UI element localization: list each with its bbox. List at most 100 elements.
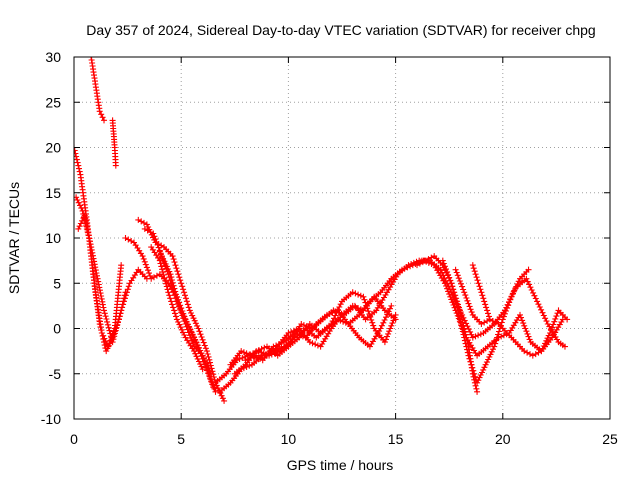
data-point <box>119 304 126 311</box>
data-point <box>484 307 491 314</box>
data-point <box>92 267 99 274</box>
series-line <box>416 255 478 393</box>
data-point <box>476 374 483 381</box>
data-point <box>183 295 189 302</box>
data-point <box>185 304 192 311</box>
data-point <box>455 310 462 317</box>
data-point <box>467 328 474 335</box>
data-point <box>503 308 509 314</box>
data-point <box>462 292 469 299</box>
data-point <box>515 278 522 285</box>
data-point <box>163 283 170 290</box>
data-point <box>170 286 177 293</box>
data-point <box>74 147 78 154</box>
data-point <box>170 304 177 311</box>
data-point <box>192 350 199 357</box>
data-point <box>167 295 174 302</box>
data-point <box>454 307 461 314</box>
data-point <box>125 283 132 290</box>
data-point <box>206 356 213 363</box>
data-point <box>74 150 79 157</box>
data-point <box>194 322 201 329</box>
data-point <box>440 260 447 267</box>
data-point <box>550 321 557 328</box>
data-point <box>154 241 161 248</box>
data-point <box>183 298 190 305</box>
y-tick-label: 20 <box>45 140 61 156</box>
data-point <box>476 283 483 290</box>
data-point <box>95 278 102 285</box>
data-point <box>527 284 534 291</box>
data-point <box>527 351 533 358</box>
y-axis-tick-labels: -10 -5 0 5 10 15 20 25 30 <box>41 49 61 427</box>
data-point <box>257 356 263 362</box>
data-point <box>293 326 300 333</box>
data-point <box>542 340 549 347</box>
data-point <box>485 310 491 317</box>
data-point <box>94 272 100 279</box>
data-point <box>534 298 541 305</box>
data-point <box>239 354 246 361</box>
data-point <box>367 314 374 320</box>
data-point <box>290 327 297 334</box>
data-point <box>482 361 489 368</box>
data-point <box>139 253 146 260</box>
data-point <box>145 267 151 274</box>
data-point <box>238 348 245 355</box>
data-point <box>498 319 505 326</box>
data-point <box>82 215 89 222</box>
data-point <box>195 325 202 332</box>
data-point <box>538 348 545 355</box>
data-point <box>203 360 210 367</box>
data-point <box>483 304 490 311</box>
data-point <box>150 230 157 237</box>
data-point <box>184 301 191 308</box>
data-point <box>309 340 316 347</box>
data-point <box>370 322 377 329</box>
data-point <box>85 232 92 239</box>
data-point <box>110 336 117 343</box>
data-point <box>77 220 84 227</box>
data-point <box>76 165 82 172</box>
data-point <box>100 332 107 339</box>
data-point <box>469 262 476 269</box>
data-points <box>74 57 571 404</box>
data-point <box>177 306 184 313</box>
data-point <box>500 313 507 320</box>
data-point <box>454 272 461 279</box>
data-point <box>91 258 98 265</box>
data-point <box>168 280 175 287</box>
y-tick-label: 25 <box>45 94 61 110</box>
data-point <box>487 351 494 358</box>
data-point <box>172 310 178 317</box>
data-point <box>312 341 319 348</box>
data-point <box>109 339 116 346</box>
data-point <box>523 328 530 335</box>
data-point <box>75 225 82 232</box>
data-point <box>450 289 457 296</box>
data-point <box>473 274 480 281</box>
data-point <box>483 359 490 366</box>
data-point <box>122 235 129 241</box>
data-point <box>102 313 109 320</box>
data-point <box>460 331 467 338</box>
x-tick-label: 15 <box>388 431 404 447</box>
data-point <box>361 296 368 303</box>
data-point <box>468 309 475 316</box>
data-point <box>357 306 364 313</box>
data-point <box>199 352 206 359</box>
data-point <box>175 271 182 278</box>
chart-title: Day 357 of 2024, Sidereal Day-to-day VTE… <box>86 22 595 38</box>
data-point <box>96 284 103 291</box>
data-point <box>451 292 458 299</box>
data-point <box>441 263 448 270</box>
data-point <box>191 317 198 324</box>
data-point <box>458 322 465 329</box>
data-point <box>181 332 188 338</box>
data-point <box>465 352 472 359</box>
data-point <box>151 233 158 240</box>
data-point <box>474 379 481 386</box>
data-point <box>481 319 488 326</box>
series-track-14 <box>231 289 399 377</box>
data-point <box>185 329 192 336</box>
